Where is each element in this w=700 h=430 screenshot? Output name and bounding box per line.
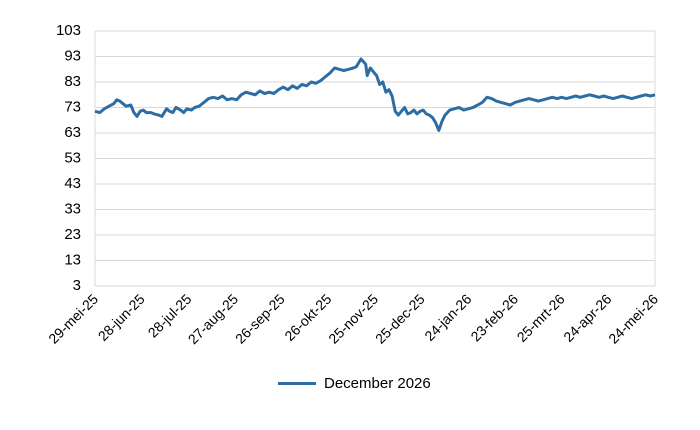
legend-swatch — [278, 382, 316, 385]
x-tick-label: 23-feb-26 — [467, 291, 521, 345]
y-tick-label: 43 — [64, 175, 81, 192]
x-tick-label: 24-jan-26 — [421, 291, 474, 344]
legend-label: December 2026 — [324, 375, 431, 392]
x-axis-ticks: 29-mei-2528-jun-2528-jul-2527-aug-2526-s… — [45, 291, 661, 348]
y-tick-label: 73 — [64, 98, 81, 115]
x-tick-label: 25-mrt-26 — [514, 291, 568, 345]
series-layer — [94, 57, 656, 132]
x-tick-label: 25-nov-25 — [325, 291, 381, 347]
y-tick-label: 83 — [64, 73, 81, 90]
y-tick-label: 3 — [73, 277, 81, 294]
y-tick-label: 53 — [64, 149, 81, 166]
x-tick-label: 28-jun-25 — [95, 291, 148, 344]
x-tick-label: 27-aug-25 — [185, 291, 242, 348]
grid-lines — [94, 30, 656, 287]
x-tick-label: 25-dec-25 — [372, 291, 428, 347]
x-tick-label: 26-sep-25 — [232, 291, 288, 347]
y-tick-label: 33 — [64, 200, 81, 217]
x-tick-label: 29-mei-25 — [45, 291, 101, 347]
x-tick-label: 24-mei-26 — [605, 291, 661, 347]
y-tick-label: 103 — [56, 22, 81, 39]
series-line-december-2026 — [94, 57, 656, 132]
legend: December 2026 — [278, 375, 431, 392]
y-tick-label: 13 — [64, 251, 81, 268]
y-tick-label: 93 — [64, 47, 81, 64]
y-axis-ticks: 3 13 23 33 43 53 63 73 83 93 103 — [56, 22, 81, 294]
y-tick-label: 63 — [64, 124, 81, 141]
y-tick-label: 23 — [64, 226, 81, 243]
